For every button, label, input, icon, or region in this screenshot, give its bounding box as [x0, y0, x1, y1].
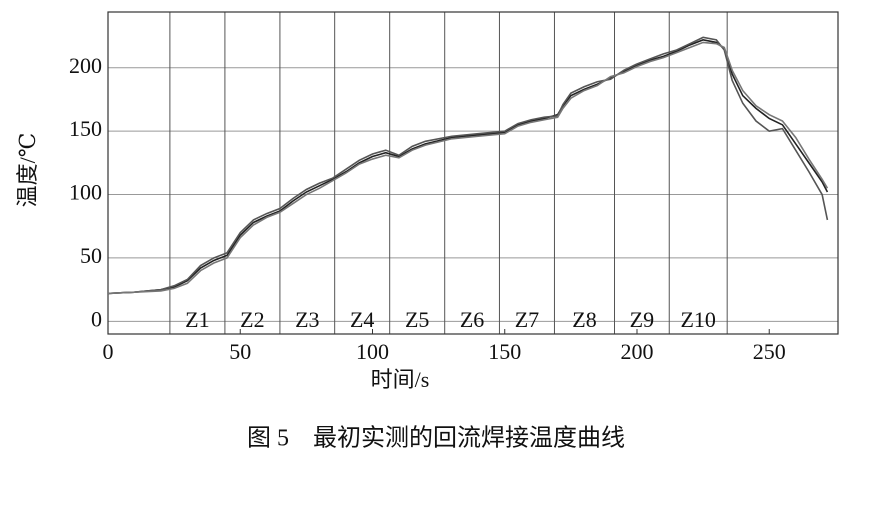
zone-label: Z1 [185, 307, 209, 332]
x-tick-label: 200 [620, 339, 653, 364]
zone-label: Z3 [295, 307, 319, 332]
plot-frame [107, 11, 839, 335]
x-tick-label: 100 [356, 339, 389, 364]
caption: 图 5 最初实测的回流焊接温度曲线 [247, 425, 625, 452]
x-tick-label: 150 [488, 339, 521, 364]
y-tick-label: 200 [69, 53, 102, 78]
x-tick-label: 0 [103, 339, 114, 364]
zone-label: Z10 [680, 307, 715, 332]
zone-label: Z8 [572, 307, 596, 332]
y-axis-label: 温度/℃ [15, 133, 40, 208]
zone-label: Z2 [240, 307, 264, 332]
x-tick-label: 250 [753, 339, 786, 364]
zone-label: Z9 [630, 307, 654, 332]
y-tick-label: 100 [69, 180, 102, 205]
y-tick-label: 50 [80, 243, 102, 268]
line [107, 39, 829, 295]
zone-label: Z6 [460, 307, 484, 332]
zone-label: Z7 [515, 307, 539, 332]
y-tick-label: 150 [69, 116, 102, 141]
x-tick-label: 50 [229, 339, 251, 364]
zone-label: Z4 [350, 307, 374, 332]
line [107, 41, 829, 295]
x-axis-label: 时间/s [371, 367, 430, 392]
line [107, 36, 829, 295]
y-tick-label: 0 [91, 306, 102, 331]
zone-label: Z5 [405, 307, 429, 332]
